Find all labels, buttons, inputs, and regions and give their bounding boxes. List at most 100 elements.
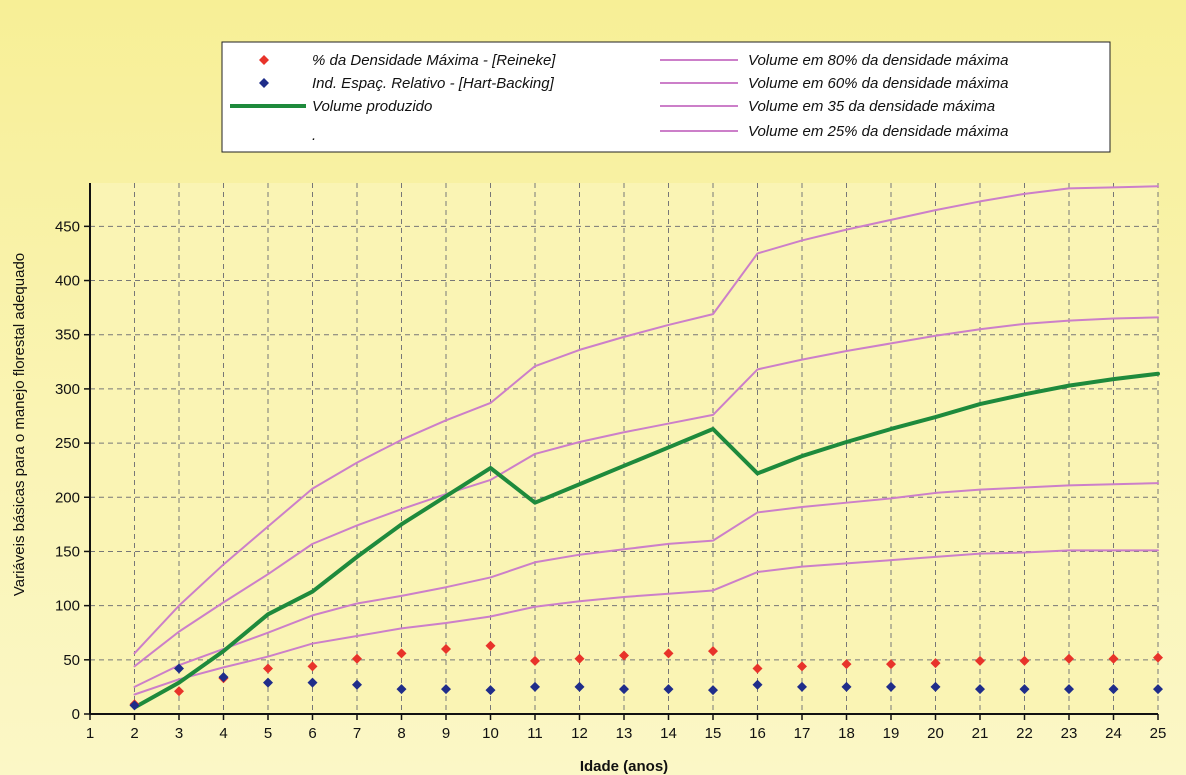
series-point xyxy=(975,684,985,695)
series-point xyxy=(886,659,896,670)
series-point xyxy=(797,681,807,692)
y-tick-label: 250 xyxy=(55,435,80,452)
series-line-volume-density xyxy=(133,316,1159,668)
series-2 xyxy=(132,371,1160,710)
y-tick-label: 150 xyxy=(55,543,80,560)
x-axis-title: Idade (anos) xyxy=(580,758,668,775)
series-point xyxy=(396,684,407,695)
series-point xyxy=(708,685,718,696)
x-tick-label: 3 xyxy=(175,725,183,742)
x-tick-label: 21 xyxy=(972,725,989,742)
x-tick-label: 11 xyxy=(527,725,543,742)
series-point xyxy=(1153,684,1163,695)
x-tick-label: 25 xyxy=(1150,725,1167,742)
series-point xyxy=(441,643,451,654)
x-tick-label: 6 xyxy=(308,725,316,742)
series-point xyxy=(797,661,807,672)
series-point xyxy=(441,684,451,695)
series-point xyxy=(307,661,318,672)
x-tick-label: 20 xyxy=(927,725,944,742)
y-tick-label: 300 xyxy=(55,381,80,398)
x-tick-label: 8 xyxy=(397,725,405,742)
series-point xyxy=(530,655,540,666)
series-point xyxy=(663,648,674,659)
series-point xyxy=(752,679,763,690)
series-point xyxy=(752,663,763,674)
x-tick-label: 23 xyxy=(1061,725,1078,742)
series-line-volume-produzido xyxy=(132,371,1160,710)
series-4 xyxy=(133,316,1159,668)
y-tick-label: 350 xyxy=(55,327,80,344)
x-tick-label: 4 xyxy=(219,725,227,742)
series-point xyxy=(1019,655,1030,666)
legend-label: Volume produzido xyxy=(312,98,432,115)
legend-marker xyxy=(259,55,269,65)
legend-dot: . xyxy=(312,127,316,144)
series-layer xyxy=(129,185,1163,711)
series-point xyxy=(1108,684,1119,695)
axes: 1 2 3 4 5 6 7 8 9 10 11 12 13 14 15 16 17 18 19 20 21 22 23 24 2… xyxy=(11,183,1166,775)
legend-label: Volume em 35 da densidade máxima xyxy=(748,98,995,115)
y-tick-label: 50 xyxy=(63,652,80,669)
series-0 xyxy=(129,640,1163,710)
y-tick-label: 400 xyxy=(55,273,80,290)
x-tick-label: 10 xyxy=(482,725,499,742)
x-tick-label: 1 xyxy=(86,725,94,742)
series-point xyxy=(1019,684,1030,695)
series-point xyxy=(485,640,496,651)
series-point xyxy=(1153,652,1163,663)
legend-label: Volume em 25% da densidade máxima xyxy=(748,123,1008,140)
legend-label: % da Densidade Máxima - [Reineke] xyxy=(312,52,556,69)
legend-marker xyxy=(259,78,269,88)
x-tick-label: 18 xyxy=(838,725,855,742)
x-tick-label: 22 xyxy=(1016,725,1033,742)
x-tick-label: 12 xyxy=(571,725,588,742)
x-tick-label: 17 xyxy=(794,725,811,742)
series-point xyxy=(1064,653,1074,664)
x-tick-label: 19 xyxy=(883,725,900,742)
legend-label: Volume em 60% da densidade máxima xyxy=(748,75,1008,92)
series-point xyxy=(930,658,941,669)
series-point xyxy=(930,681,941,692)
x-tick-label: 9 xyxy=(442,725,450,742)
series-point xyxy=(886,681,896,692)
series-point xyxy=(352,653,362,664)
series-point xyxy=(975,655,985,666)
y-axis-title: Variáveis básicas para o manejo floresta… xyxy=(11,253,28,596)
series-point xyxy=(663,684,674,695)
series-point xyxy=(574,653,585,664)
series-point xyxy=(619,650,629,661)
series-6 xyxy=(133,549,1159,696)
x-tick-label: 14 xyxy=(660,725,677,742)
series-line-volume-density xyxy=(133,185,1159,655)
legend-label: Volume em 80% da densidade máxima xyxy=(748,52,1008,69)
y-tick-label: 100 xyxy=(55,598,80,615)
legend: % da Densidade Máxima - [Reineke] Ind. Es… xyxy=(221,41,1111,153)
series-point xyxy=(1064,684,1074,695)
series-point xyxy=(174,686,184,697)
series-point xyxy=(841,681,852,692)
x-tick-label: 5 xyxy=(264,725,272,742)
y-tick-label: 450 xyxy=(55,218,80,235)
series-point xyxy=(841,659,852,670)
series-point xyxy=(1108,653,1119,664)
series-point xyxy=(352,679,362,690)
series-3 xyxy=(133,185,1159,655)
series-point xyxy=(619,684,629,695)
x-tick-label: 13 xyxy=(616,725,633,742)
series-point xyxy=(708,646,718,657)
x-tick-label: 24 xyxy=(1105,725,1122,742)
y-tick-label: 200 xyxy=(55,489,80,506)
series-point xyxy=(574,681,585,692)
series-line-volume-density xyxy=(133,549,1159,696)
y-tick-label: 0 xyxy=(72,706,80,723)
series-point xyxy=(485,685,496,696)
series-line-volume-density xyxy=(133,482,1159,688)
series-point xyxy=(307,677,318,688)
series-point xyxy=(263,677,273,688)
series-point xyxy=(218,672,229,683)
legend-label: Ind. Espaç. Relativo - [Hart-Backing] xyxy=(312,75,555,92)
x-tick-label: 7 xyxy=(353,725,361,742)
series-point xyxy=(174,663,184,674)
